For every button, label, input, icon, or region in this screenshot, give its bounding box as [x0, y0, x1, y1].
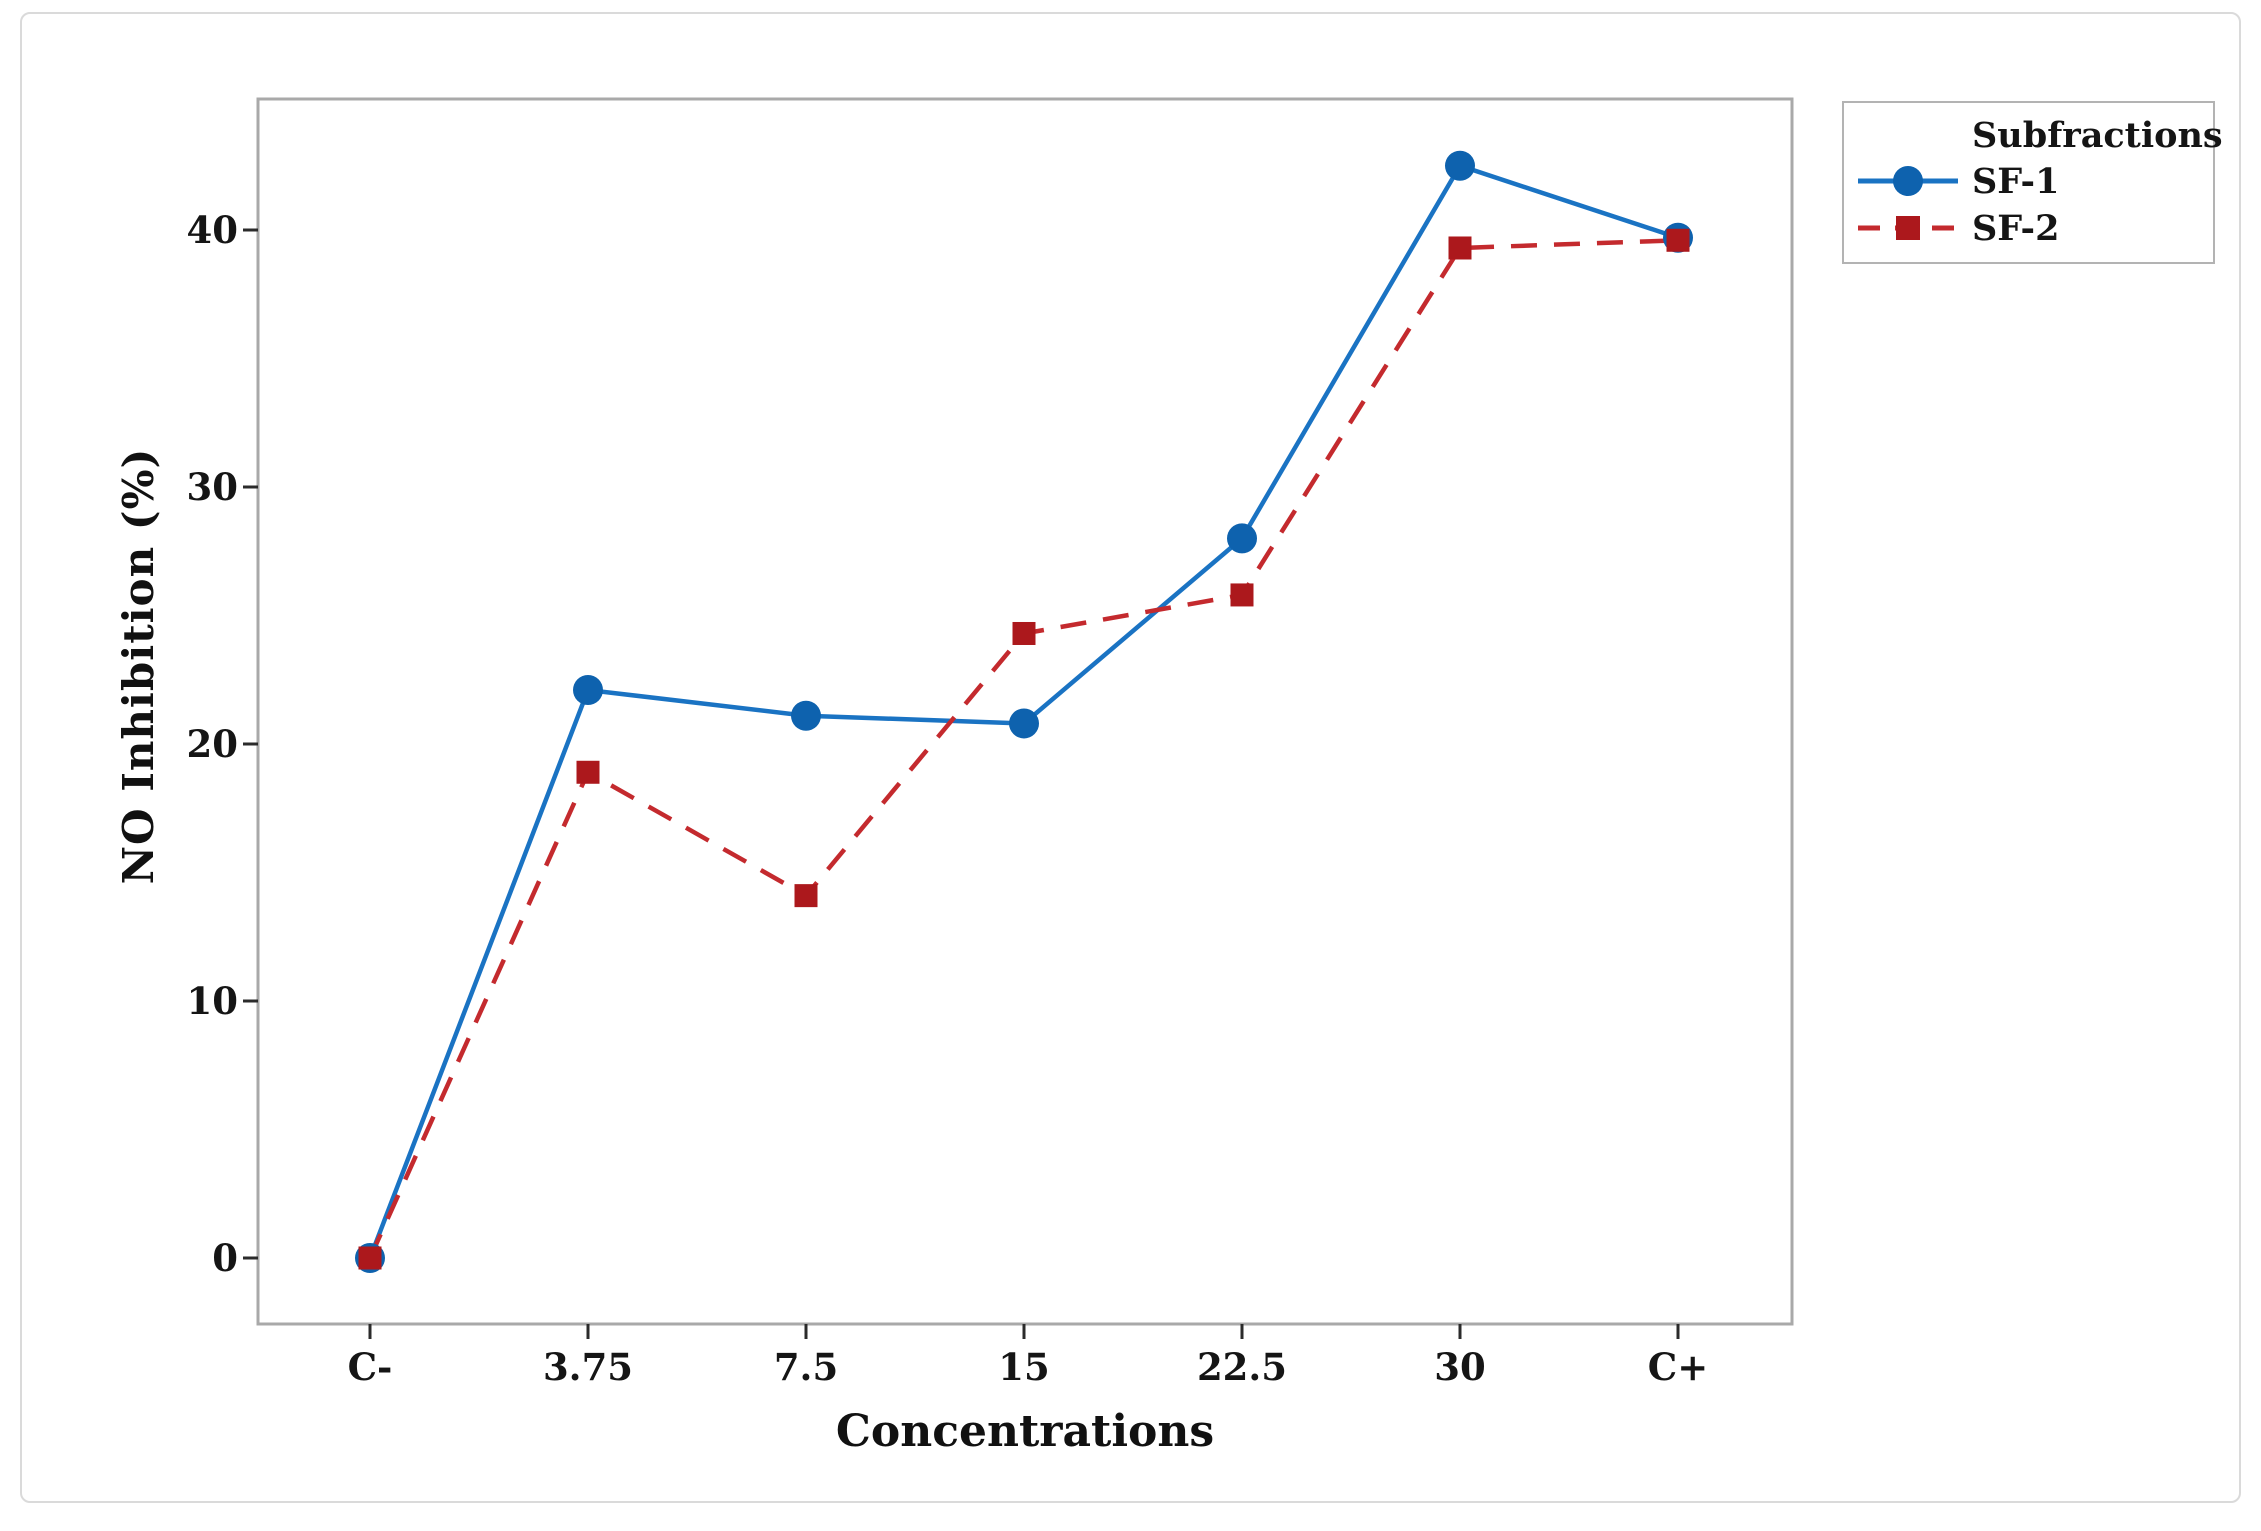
legend: Subfractions SF-1 SF-2 — [1842, 101, 2223, 264]
y-axis-title: NO Inhibition (%) — [114, 447, 163, 885]
marker-sf-1-circle-icon — [1227, 523, 1257, 554]
marker-sf-2-square-icon — [794, 884, 818, 908]
marker-sf-2-square-icon — [1230, 583, 1254, 607]
x-axis-tick-label: 30 — [1434, 1345, 1486, 1389]
y-axis-tick-label: 10 — [187, 979, 239, 1023]
x-axis-tick-label: 7.5 — [774, 1345, 838, 1389]
marker-sf-1-circle-icon — [1009, 708, 1039, 739]
figure-card: 0 10 20 30 40 C- 3.75 7.5 15 22.5 30 C+ NO Inhibiti… — [20, 12, 2241, 1503]
x-axis-tick-label: C+ — [1648, 1345, 1708, 1389]
marker-sf-1-circle-icon — [1445, 150, 1475, 181]
marker-sf-2-square-icon — [1666, 228, 1690, 252]
marker-sf-2-square-icon — [1012, 621, 1036, 645]
y-axis-tick-label: 40 — [187, 208, 239, 252]
y-axis-tick-label: 30 — [187, 465, 239, 509]
legend-sf1-circle-marker-icon — [1893, 166, 1923, 196]
legend-sf2-square-marker-icon — [1896, 216, 1920, 240]
marker-sf-1-circle-icon — [573, 675, 603, 706]
x-axis-tick-label: 15 — [998, 1345, 1050, 1389]
legend-sf2-label: SF-2 — [1972, 207, 2060, 249]
legend-item-sf-1: SF-1 — [1856, 159, 2059, 203]
marker-sf-2-square-icon — [358, 1246, 382, 1270]
legend-sf2-line-square-swatch — [1858, 216, 1958, 240]
y-axis-tick-label: 0 — [212, 1236, 238, 1280]
x-axis-title: Concentrations — [835, 1406, 1215, 1457]
legend-sf1-label: SF-1 — [1972, 160, 2060, 202]
x-axis-tick-label: C- — [348, 1345, 393, 1389]
legend-title: Subfractions — [1972, 115, 2223, 156]
line-chart-canvas: 0 10 20 30 40 C- 3.75 7.5 15 22.5 30 C+ — [187, 97, 1794, 1389]
marker-sf-1-circle-icon — [791, 700, 821, 731]
marker-sf-2-square-icon — [576, 760, 600, 784]
legend-item-sf-2: SF-2 — [1856, 206, 2059, 250]
y-axis-tick-label: 20 — [187, 722, 239, 766]
legend-sf1-line-circle-swatch — [1858, 166, 1958, 196]
x-axis-tick-label: 3.75 — [543, 1345, 633, 1389]
marker-sf-2-square-icon — [1448, 236, 1472, 260]
x-axis-tick-label: 22.5 — [1197, 1345, 1287, 1389]
